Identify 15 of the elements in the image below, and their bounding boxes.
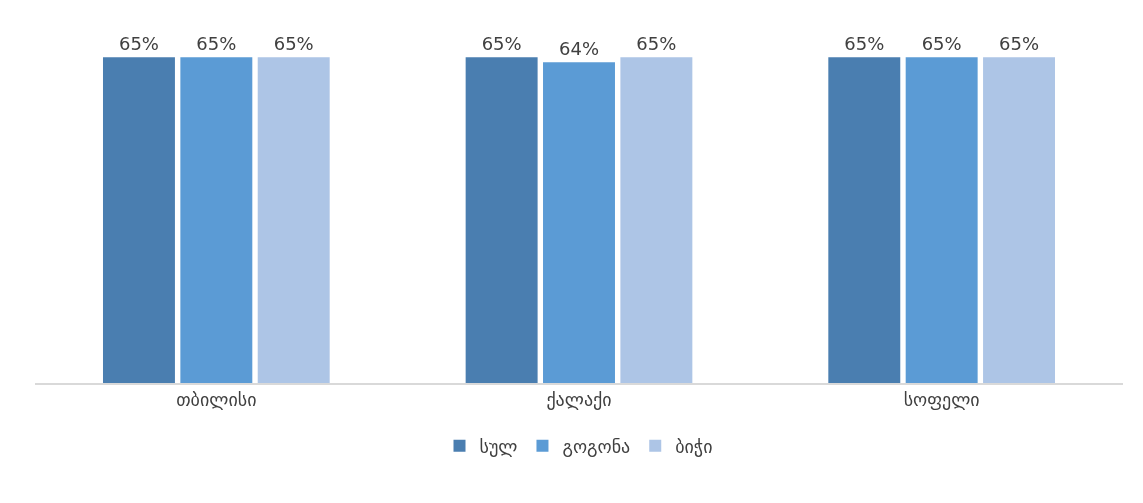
data-label: 64%: [558, 38, 600, 60]
x-tick-label: თბილისი: [176, 389, 257, 411]
data-label: 65%: [921, 33, 962, 55]
legend-label: ბიჭი: [675, 435, 713, 457]
data-label: 65%: [999, 33, 1040, 55]
x-tick-label: სოფელი: [903, 389, 980, 411]
x-tick-label: ქალაქი: [546, 389, 612, 411]
data-label: 65%: [196, 33, 237, 55]
data-label: 65%: [273, 33, 314, 55]
data-label: 65%: [844, 33, 885, 55]
data-label: 65%: [118, 33, 159, 55]
legend-label: გოგონა: [562, 435, 631, 457]
data-label: 65%: [481, 33, 522, 55]
legend-label: სულ: [479, 435, 518, 457]
data-label: 65%: [636, 33, 677, 55]
